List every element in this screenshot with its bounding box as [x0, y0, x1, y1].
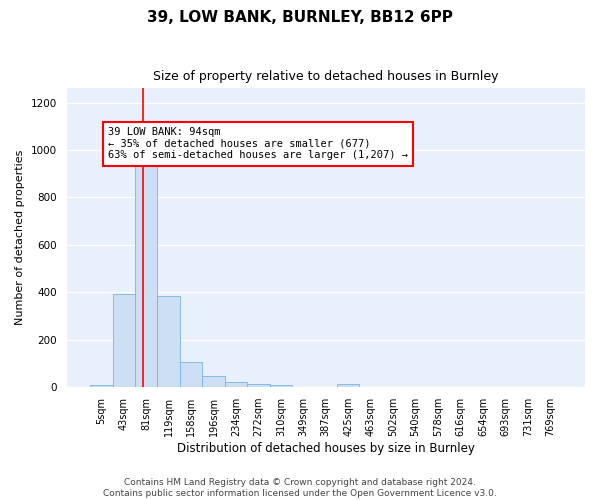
- Title: Size of property relative to detached houses in Burnley: Size of property relative to detached ho…: [153, 70, 499, 83]
- Bar: [269, 385, 292, 387]
- Bar: [337, 384, 359, 387]
- Bar: [225, 382, 247, 387]
- Text: 39 LOW BANK: 94sqm
← 35% of detached houses are smaller (677)
63% of semi-detach: 39 LOW BANK: 94sqm ← 35% of detached hou…: [108, 127, 408, 160]
- Bar: [113, 294, 135, 387]
- Text: 39, LOW BANK, BURNLEY, BB12 6PP: 39, LOW BANK, BURNLEY, BB12 6PP: [147, 10, 453, 25]
- X-axis label: Distribution of detached houses by size in Burnley: Distribution of detached houses by size …: [177, 442, 475, 455]
- Bar: [202, 376, 225, 387]
- Bar: [90, 385, 113, 387]
- Bar: [247, 384, 269, 387]
- Y-axis label: Number of detached properties: Number of detached properties: [15, 150, 25, 326]
- Bar: [157, 296, 180, 387]
- Bar: [135, 162, 157, 387]
- Bar: [180, 362, 202, 387]
- Text: Contains HM Land Registry data © Crown copyright and database right 2024.
Contai: Contains HM Land Registry data © Crown c…: [103, 478, 497, 498]
